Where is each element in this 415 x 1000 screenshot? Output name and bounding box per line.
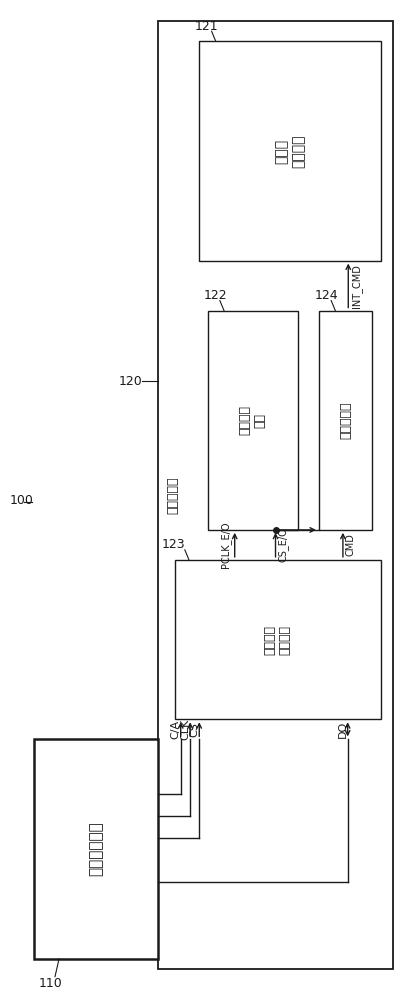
Text: CMD: CMD [345,533,355,556]
Text: PCLK_E/O: PCLK_E/O [220,522,231,568]
Text: 121: 121 [195,20,219,33]
Text: INT_CMD: INT_CMD [351,264,362,308]
Bar [158,21,393,969]
Text: DQ: DQ [338,721,348,738]
Text: CS_E/O: CS_E/O [278,528,288,562]
Bar [34,739,158,959]
Text: 存储器器件: 存储器器件 [166,476,179,514]
Text: 存储器控制器: 存储器控制器 [89,822,104,876]
Text: 122: 122 [203,289,227,302]
Text: 124: 124 [315,289,338,302]
Bar [199,41,381,261]
Text: 110: 110 [39,977,62,990]
Text: 123: 123 [162,538,186,551]
Bar [208,311,298,530]
Text: 时钟控制
电路: 时钟控制 电路 [239,405,267,435]
Bar [319,311,372,530]
Text: CS: CS [189,722,199,737]
Text: 120: 120 [119,375,143,388]
Bar [175,560,381,719]
Text: 存储器
单元阵列: 存储器 单元阵列 [275,134,305,168]
Text: C/A: C/A [171,720,181,739]
Text: 地址命令
输入电路: 地址命令 输入电路 [264,625,292,655]
Text: 命令解码器: 命令解码器 [339,401,352,439]
Text: CLK: CLK [180,719,190,740]
Text: 100: 100 [10,494,34,507]
